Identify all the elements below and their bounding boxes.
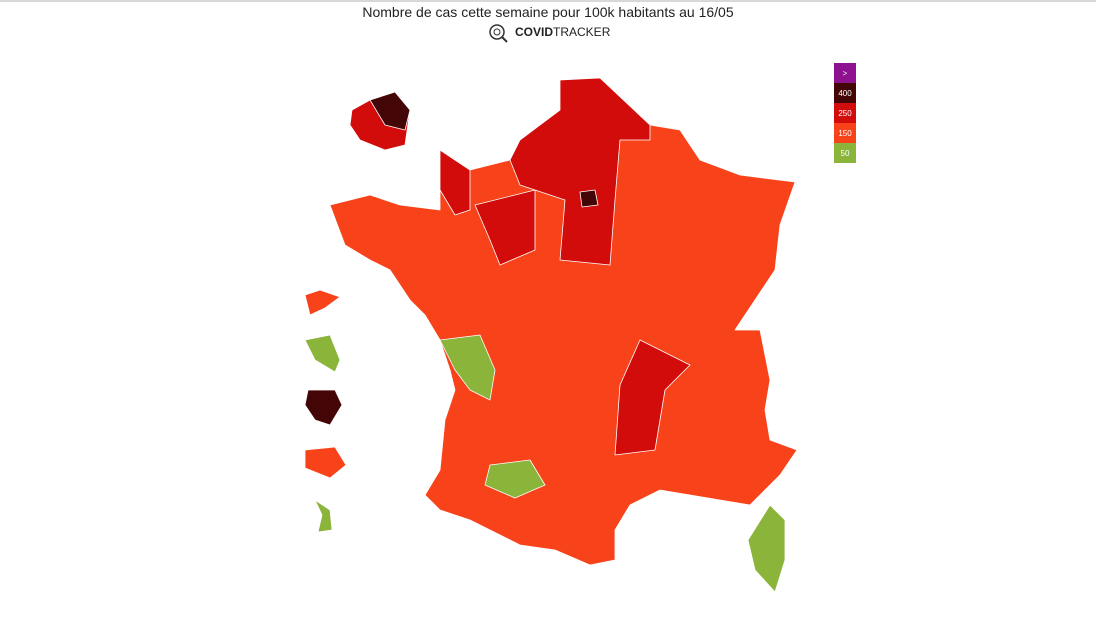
legend-swatch (834, 143, 856, 163)
region (314, 499, 333, 533)
region (614, 339, 691, 456)
brand-name: COVIDTRACKER (515, 25, 611, 39)
legend-swatch (834, 83, 856, 103)
region (304, 446, 347, 479)
region (439, 334, 496, 401)
legend-swatch (834, 123, 856, 143)
legend-swatch (834, 63, 856, 83)
legend-swatch (834, 103, 856, 123)
region (484, 459, 546, 499)
region (747, 504, 786, 593)
legend-label: 150 (838, 129, 852, 138)
region (439, 149, 471, 216)
overseas (304, 289, 347, 533)
region (509, 77, 651, 266)
legend-label: 400 (838, 89, 852, 98)
region (579, 189, 599, 208)
region (304, 389, 343, 426)
mainland (329, 77, 798, 593)
brand-logo (489, 24, 508, 43)
region (304, 334, 341, 373)
region (474, 189, 536, 266)
region (369, 91, 411, 131)
legend-label: > (843, 69, 848, 78)
paris-inset (349, 91, 411, 151)
legend-label: 250 (838, 109, 852, 118)
brand-light: TRACKER (553, 25, 611, 39)
legend: >400 250 150 50 (834, 63, 856, 163)
map-title: Nombre de cas cette semaine pour 100k ha… (362, 4, 733, 20)
legend-label: 50 (841, 149, 850, 158)
region (304, 289, 341, 316)
brand-bold: COVID (515, 25, 553, 39)
